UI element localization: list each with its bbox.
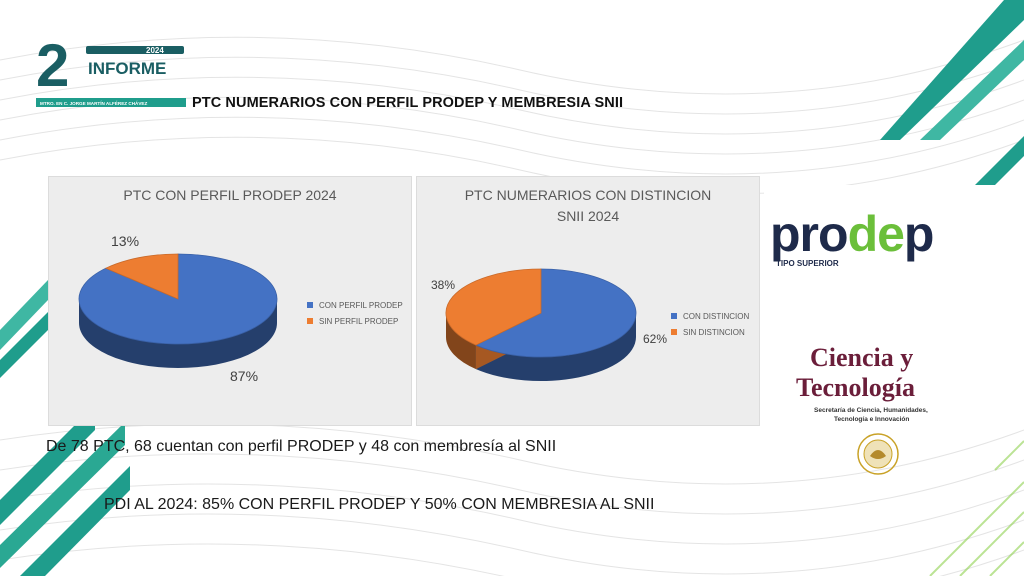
legend-label: SIN DISTINCION <box>683 327 745 337</box>
legend-item: CON PERFIL PRODEP <box>307 297 403 313</box>
data-label-con-distincion: 62% <box>643 332 668 346</box>
data-label-sin-distincion: 38% <box>431 278 456 292</box>
svg-text:INFORME: INFORME <box>88 59 166 78</box>
snii-chart-panel: PTC NUMERARIOS CON DISTINCION SNII 2024 … <box>416 176 760 426</box>
pie-slice-con-perfil-side <box>79 299 277 368</box>
data-label-sin-perfil: 13% <box>111 233 140 249</box>
legend-item: SIN PERFIL PRODEP <box>307 313 403 329</box>
chart-legend: CON PERFIL PRODEP SIN PERFIL PRODEP <box>307 297 403 329</box>
svg-text:Secretaría de Ciencia, Humanid: Secretaría de Ciencia, Humanidades, <box>814 407 928 414</box>
summary-text: De 78 PTC, 68 cuentan con perfil PRODEP … <box>46 438 557 455</box>
prodep-pie-chart <box>78 253 278 368</box>
legend-label: SIN PERFIL PRODEP <box>319 316 399 326</box>
legend-swatch <box>671 313 677 319</box>
data-label-con-perfil: 87% <box>230 368 259 384</box>
pie-slice-con-distincion-side <box>475 313 636 381</box>
legend-swatch <box>307 302 313 308</box>
pie-slice-sin-distincion <box>445 268 542 346</box>
prodep-logo: prodep TIPO SUPERIOR <box>764 185 996 283</box>
slide-title: PTC NUMERARIOS CON PERFIL PRODEP Y MEMBR… <box>192 95 624 111</box>
legend-item: CON DISTINCION <box>671 308 749 324</box>
svg-text:TIPO SUPERIOR: TIPO SUPERIOR <box>776 259 839 268</box>
legend-swatch <box>307 318 313 324</box>
svg-text:2024: 2024 <box>146 46 164 55</box>
snii-pie-chart <box>445 268 637 381</box>
chart-legend: CON DISTINCION SIN DISTINCION <box>671 308 749 340</box>
svg-text:Tecnología: Tecnología <box>796 373 915 402</box>
legend-swatch <box>671 329 677 335</box>
svg-text:Tecnología e Innovación: Tecnología e Innovación <box>834 416 909 423</box>
legend-label: CON DISTINCION <box>683 311 750 321</box>
pdi-goal-text: PDI AL 2024: 85% CON PERFIL PRODEP Y 50%… <box>104 496 655 513</box>
chart-title: PTC CON PERFIL PRODEP 2024 <box>123 187 337 203</box>
ciencia-tecnologia-logo: Ciencia y Tecnología Secretaría de Cienc… <box>796 343 928 475</box>
svg-text:MTRO. EN C. JORGE MARTÍN ALFÉR: MTRO. EN C. JORGE MARTÍN ALFÉREZ CHÁVEZ <box>40 99 147 106</box>
svg-text:2: 2 <box>36 32 69 99</box>
legend-item: SIN DISTINCION <box>671 324 749 340</box>
chart-title-line2: SNII 2024 <box>556 208 620 224</box>
svg-text:Ciencia y: Ciencia y <box>810 343 913 372</box>
pie-slice-sin-perfil <box>104 253 179 300</box>
pie-slice-con-distincion <box>475 268 637 358</box>
prodep-chart-panel: PTC CON PERFIL PRODEP 2024 13% 87% CON P… <box>48 176 412 426</box>
informe-logo: 2 2024 INFORME MTRO. EN C. JORGE MARTÍN … <box>36 32 186 107</box>
chart-title-line1: PTC NUMERARIOS CON DISTINCION <box>464 187 712 203</box>
mexico-seal-icon <box>857 433 899 475</box>
svg-text:prodep: prodep <box>770 206 933 262</box>
legend-label: CON PERFIL PRODEP <box>319 300 403 310</box>
pie-slice-sin-distincion-side <box>446 313 476 370</box>
